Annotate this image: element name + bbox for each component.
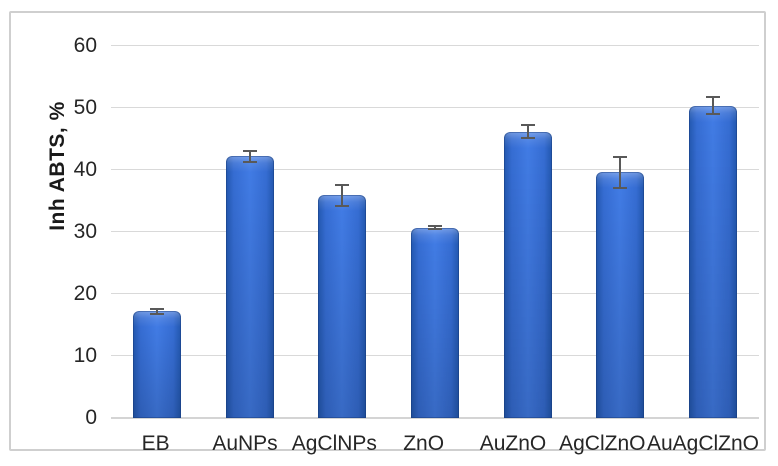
gridline-y-50 bbox=[111, 107, 759, 108]
bar-AuAgClZnO bbox=[688, 96, 737, 418]
error-bar-cap-bottom bbox=[428, 228, 443, 231]
bar-AgClZnO bbox=[596, 156, 645, 418]
error-bar-line bbox=[434, 225, 437, 231]
gridline-y-60 bbox=[111, 45, 759, 46]
x-category-label-AuZnO: AuZnO bbox=[479, 432, 547, 455]
error-bar-AgClZnO bbox=[612, 156, 628, 189]
error-bar-cap-bottom bbox=[705, 112, 720, 115]
bar-slot-AuZnO bbox=[481, 46, 574, 418]
error-bar-cap-bottom bbox=[242, 161, 257, 164]
y-tick-label-10: 10 bbox=[73, 344, 97, 367]
error-bar-AgClNPs bbox=[334, 184, 350, 207]
gridline-y-40 bbox=[111, 169, 759, 170]
bars-row bbox=[111, 46, 759, 418]
bar-ZnO bbox=[411, 225, 460, 418]
error-bar-ZnO bbox=[427, 225, 443, 231]
error-bar-AuNPs bbox=[242, 149, 258, 164]
error-bar-cap-top bbox=[150, 307, 165, 310]
bar-slot-AuAgClZnO bbox=[666, 46, 759, 418]
y-tick-label-20: 20 bbox=[73, 282, 97, 305]
y-tick-label-40: 40 bbox=[73, 158, 97, 181]
x-category-label-EB: EB bbox=[141, 432, 170, 455]
error-bar-AuZnO bbox=[520, 124, 536, 139]
error-bar-cap-bottom bbox=[520, 137, 535, 139]
error-bar-cap-bottom bbox=[613, 186, 628, 189]
chart-frame: Inh ABTS, % 0 10 20 30 40 50 60 EB AuNPs AgClNPs… bbox=[9, 11, 766, 455]
y-tick-label-50: 50 bbox=[73, 96, 97, 119]
bar-slot-AuNPs bbox=[204, 46, 297, 418]
bar-slot-AgClZnO bbox=[574, 46, 667, 418]
y-tick-label-30: 30 bbox=[73, 220, 97, 243]
bar-EB bbox=[133, 307, 182, 418]
bar-AgClNPs bbox=[318, 184, 367, 418]
error-bar-EB bbox=[149, 307, 165, 316]
error-bar-line bbox=[711, 96, 714, 115]
error-bar-line bbox=[619, 156, 622, 189]
plot-area bbox=[111, 45, 759, 419]
gridline-y-0 bbox=[111, 417, 759, 419]
error-bar-cap-top bbox=[242, 149, 257, 152]
x-category-label-ZnO: ZnO bbox=[403, 432, 445, 455]
error-bar-line bbox=[156, 307, 159, 316]
error-bar-line bbox=[526, 124, 529, 139]
error-bar-line bbox=[248, 149, 251, 164]
x-category-label-AgClNPs: AgClNPs bbox=[291, 432, 377, 455]
x-category-label-AuNPs: AuNPs bbox=[212, 432, 278, 455]
bar-AuNPs bbox=[225, 149, 274, 418]
y-axis-tick-labels: 0 10 20 30 40 50 60 bbox=[11, 34, 97, 429]
x-axis-category-labels: EB AuNPs AgClNPs ZnO AuZnO AgClZnO AuAgClZnO bbox=[111, 432, 759, 456]
error-bar-cap-top bbox=[705, 96, 720, 99]
error-bar-cap-bottom bbox=[335, 204, 350, 207]
bar-slot-EB bbox=[111, 46, 204, 418]
error-bar-cap-top bbox=[335, 184, 350, 187]
error-bar-cap-top bbox=[613, 156, 628, 159]
bar-AuZnO bbox=[503, 124, 552, 418]
y-tick-label-60: 60 bbox=[73, 34, 97, 57]
error-bar-AuAgClZnO bbox=[705, 96, 721, 115]
error-bar-line bbox=[341, 184, 344, 207]
bar-slot-ZnO bbox=[389, 46, 482, 418]
x-category-label-AgClZnO: AgClZnO bbox=[559, 432, 646, 455]
error-bar-cap-top bbox=[520, 124, 535, 127]
bar-slot-AgClNPs bbox=[296, 46, 389, 418]
y-tick-label-0: 0 bbox=[85, 406, 97, 429]
error-bar-cap-top bbox=[428, 225, 443, 228]
error-bar-cap-bottom bbox=[150, 313, 165, 316]
x-category-label-AuAgClZnO: AuAgClZnO bbox=[646, 432, 760, 455]
